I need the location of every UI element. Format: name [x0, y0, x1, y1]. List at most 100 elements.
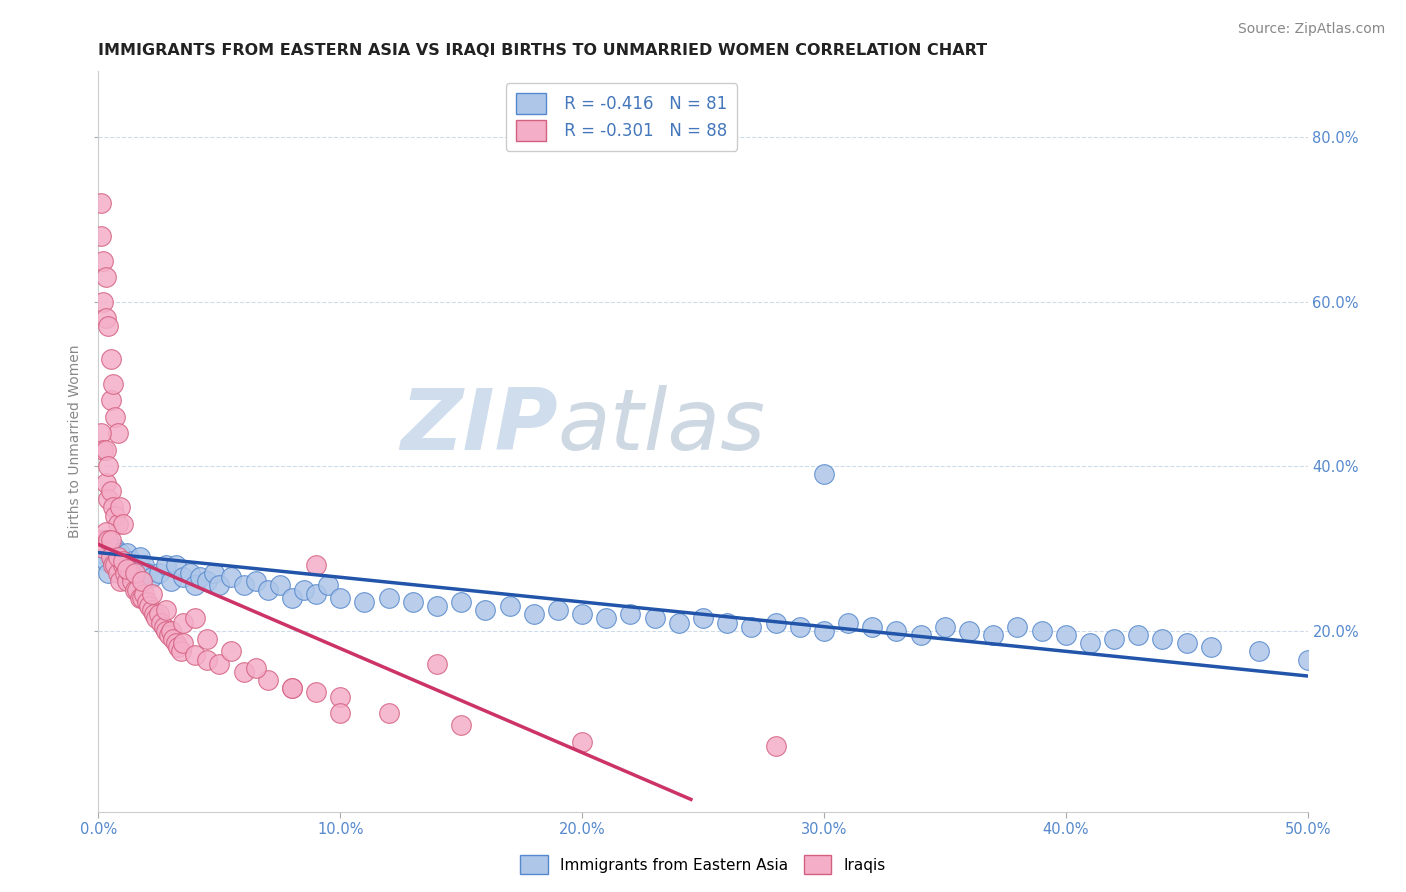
Point [107, 516, 129, 531]
Y-axis label: Births to Unmarried Women: Births to Unmarried Women [69, 345, 83, 538]
Point [97, 492, 120, 507]
Point [1007, 619, 1029, 633]
Point [668, 615, 690, 630]
Point [184, 578, 207, 592]
Point [172, 615, 194, 630]
Point [837, 615, 859, 630]
Point [789, 619, 811, 633]
Point [169, 644, 191, 658]
Point [329, 706, 352, 720]
Point [571, 735, 593, 749]
Point [117, 546, 139, 560]
Point [1054, 628, 1077, 642]
Point [329, 690, 352, 704]
Point [450, 595, 472, 609]
Point [148, 566, 170, 581]
Point [104, 409, 127, 424]
Point [474, 603, 496, 617]
Point [90, 228, 112, 243]
Text: IMMIGRANTS FROM EASTERN ASIA VS IRAQI BIRTHS TO UNMARRIED WOMEN CORRELATION CHAR: IMMIGRANTS FROM EASTERN ASIA VS IRAQI BI… [98, 43, 987, 58]
Point [150, 615, 173, 630]
Point [281, 591, 304, 605]
Point [305, 558, 328, 572]
Point [104, 508, 127, 523]
Legend:  R = -0.416   N = 81,  R = -0.301   N = 88: R = -0.416 N = 81, R = -0.301 N = 88 [506, 83, 737, 151]
Point [172, 636, 194, 650]
Point [377, 591, 399, 605]
Point [221, 570, 243, 584]
Point [692, 611, 714, 625]
Point [97, 533, 120, 548]
Point [716, 615, 738, 630]
Point [121, 574, 143, 589]
Point [141, 603, 163, 617]
Point [108, 500, 131, 515]
Point [204, 566, 226, 581]
Point [100, 393, 122, 408]
Point [127, 582, 149, 597]
Point [184, 648, 207, 663]
Point [94, 311, 117, 326]
Text: atlas: atlas [558, 385, 766, 468]
Point [162, 632, 184, 646]
Point [619, 607, 641, 622]
Point [547, 603, 569, 617]
Point [426, 599, 449, 613]
Point [111, 516, 134, 531]
Point [305, 587, 328, 601]
Point [94, 554, 117, 568]
Point [131, 591, 153, 605]
Point [101, 558, 124, 572]
Point [100, 549, 122, 564]
Point [127, 562, 149, 576]
Point [1102, 632, 1125, 646]
Point [1296, 652, 1319, 666]
Point [134, 587, 156, 601]
Point [1199, 640, 1222, 655]
Point [402, 595, 425, 609]
Point [97, 319, 120, 334]
Point [124, 566, 146, 581]
Point [90, 196, 112, 211]
Point [94, 442, 117, 457]
Point [172, 570, 194, 584]
Point [329, 591, 352, 605]
Point [107, 562, 129, 576]
Point [107, 566, 129, 581]
Point [523, 607, 546, 622]
Point [765, 739, 787, 753]
Point [498, 599, 520, 613]
Point [143, 607, 166, 622]
Point [208, 578, 231, 592]
Point [155, 558, 177, 572]
Point [1175, 636, 1198, 650]
Point [91, 294, 114, 309]
Point [111, 554, 134, 568]
Point [765, 615, 787, 630]
Point [128, 591, 150, 605]
Point [353, 595, 375, 609]
Point [100, 541, 122, 556]
Point [179, 566, 201, 581]
Point [910, 628, 932, 642]
Point [934, 619, 956, 633]
Point [316, 578, 339, 592]
Point [114, 570, 136, 584]
Point [886, 624, 908, 638]
Point [256, 673, 278, 687]
Point [281, 681, 304, 696]
Point [188, 570, 211, 584]
Point [101, 554, 124, 568]
Point [107, 426, 129, 441]
Point [91, 541, 114, 556]
Point [131, 570, 153, 584]
Point [1078, 636, 1101, 650]
Text: Source: ZipAtlas.com: Source: ZipAtlas.com [1237, 22, 1385, 37]
Point [644, 611, 666, 625]
Point [108, 574, 131, 589]
Point [101, 500, 124, 515]
Legend: Immigrants from Eastern Asia, Iraqis: Immigrants from Eastern Asia, Iraqis [515, 849, 891, 880]
Point [111, 558, 134, 572]
Point [571, 607, 593, 622]
Point [195, 574, 218, 589]
